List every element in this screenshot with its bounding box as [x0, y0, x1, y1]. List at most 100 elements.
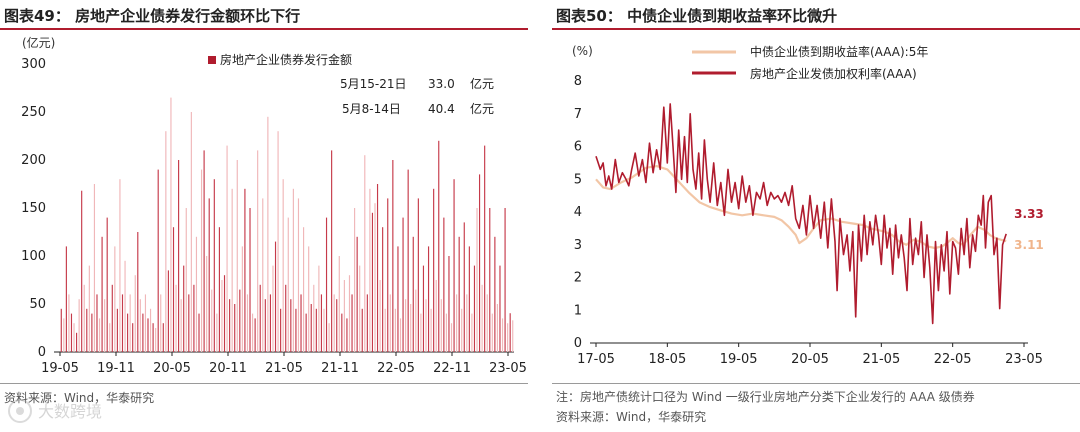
- line-x-tick-label: 17-05: [577, 352, 615, 367]
- bar-mark: [435, 280, 437, 352]
- bar-mark: [407, 169, 409, 352]
- bar-mark: [341, 313, 343, 352]
- line-x-tick-label: 21-05: [862, 352, 900, 367]
- bar-mark: [139, 299, 141, 352]
- bar-mark: [249, 208, 251, 352]
- line-x-tick-label: 19-05: [720, 352, 758, 367]
- bar-mark: [152, 323, 154, 352]
- bar-y-tick-label: 250: [21, 105, 46, 120]
- bar-mark: [60, 308, 62, 352]
- bar-mark: [144, 294, 147, 352]
- bar-mark: [198, 313, 200, 352]
- watermark: 大数跨境: [6, 396, 126, 426]
- bar-mark: [320, 294, 323, 352]
- bar-mark: [188, 294, 190, 352]
- line-y-tick-label: 2: [574, 271, 582, 286]
- bar-y-tick-label: 0: [38, 345, 46, 360]
- watermark-logo-dot: [16, 407, 24, 415]
- line-y-tick-label: 5: [574, 172, 582, 187]
- bar-x-tick-label: 20-05: [153, 361, 191, 376]
- bar-mark: [121, 294, 124, 352]
- bar-mark: [456, 294, 458, 352]
- bar-mark: [496, 304, 498, 352]
- bar-mark: [468, 246, 470, 352]
- left-title-bar: 图表49： 房地产企业债券发行金额环比下行: [0, 0, 528, 30]
- bar-mark: [364, 155, 366, 352]
- bar-mark: [292, 188, 294, 352]
- bar-mark: [190, 112, 192, 352]
- bar-mark: [463, 222, 465, 352]
- bar-annotation-value: 40.4: [428, 102, 455, 116]
- bar-mark: [280, 308, 282, 352]
- bar-mark: [481, 284, 483, 352]
- right-panel: 图表50： 中债企业债到期收益率环比微升 (%) 0 1 2 3 4 5 6 7 8 17-05 18…: [552, 0, 1080, 432]
- bar-mark: [175, 284, 177, 352]
- bar-mark: [63, 318, 65, 352]
- bar-mark: [382, 227, 384, 352]
- bar-mark: [167, 270, 169, 352]
- bar-mark: [160, 294, 162, 352]
- bar-mark: [185, 208, 187, 352]
- bar-mark: [277, 131, 279, 352]
- bar-mark: [211, 289, 213, 352]
- bar-mark: [106, 217, 108, 352]
- bar-mark: [98, 318, 101, 352]
- bar-mark: [308, 246, 310, 352]
- right-title-rule: [552, 28, 1080, 30]
- bar-mark: [412, 236, 414, 352]
- bar-mark: [433, 188, 435, 352]
- bar-mark: [290, 299, 292, 352]
- bar-mark: [282, 179, 284, 352]
- bar-mark: [91, 313, 93, 352]
- bar-mark: [295, 308, 297, 352]
- bar-mark: [96, 294, 98, 352]
- bar-mark: [300, 294, 302, 352]
- bar-mark: [180, 299, 182, 352]
- bar-mark: [478, 174, 481, 352]
- right-chart-title: 图表50： 中债企业债到期收益率环比微升: [556, 7, 838, 25]
- line-y-tick-label: 4: [574, 205, 582, 220]
- bar-mark: [387, 198, 389, 352]
- bar-mark: [73, 323, 75, 352]
- bar-mark: [430, 308, 432, 352]
- bar-mark: [356, 236, 358, 352]
- bar-mark: [359, 265, 361, 352]
- bar-mark: [425, 299, 427, 352]
- watermark-text: 大数跨境: [38, 402, 102, 421]
- bar-mark: [331, 150, 333, 352]
- bar-mark: [264, 299, 266, 352]
- left-title-rule: [0, 28, 528, 30]
- bar-mark: [206, 256, 208, 352]
- bar-mark: [229, 299, 231, 352]
- bar-mark: [231, 188, 233, 352]
- bar-mark: [392, 160, 394, 352]
- line-legend-label-1: 中债企业债到期收益率(AAA):5年: [750, 44, 928, 59]
- bar-mark: [124, 260, 126, 352]
- bar-mark: [218, 227, 220, 352]
- bar-x-tick-label: 23-05: [489, 361, 527, 376]
- bar-mark: [147, 318, 149, 352]
- bar-mark: [193, 284, 195, 352]
- bar-mark: [86, 308, 88, 352]
- bar-x-tick-label: 20-11: [209, 361, 247, 376]
- bar-mark: [313, 284, 315, 352]
- bar-mark: [114, 246, 116, 352]
- bar-mark: [303, 227, 305, 352]
- line-series-last-value: 3.11: [1014, 238, 1044, 252]
- bar-y-tick-label: 50: [29, 297, 46, 312]
- bar-mark: [109, 323, 111, 352]
- bar-annotation-unit: 亿元: [470, 76, 494, 91]
- bar-mark: [458, 236, 460, 352]
- bar-mark: [379, 280, 381, 352]
- bar-mark: [134, 275, 136, 352]
- bar-mark: [438, 140, 440, 352]
- bar-mark: [384, 308, 386, 352]
- bar-mark: [369, 188, 371, 352]
- bar-annotation-label: 5月15-21日: [340, 77, 407, 91]
- line-y-tick-label: 6: [574, 140, 582, 155]
- right-source: 资料来源：Wind，华泰研究: [556, 410, 707, 424]
- bar-mark: [491, 313, 493, 352]
- bar-mark: [274, 241, 277, 352]
- bar-mark: [272, 265, 274, 352]
- bar-mark: [489, 208, 491, 352]
